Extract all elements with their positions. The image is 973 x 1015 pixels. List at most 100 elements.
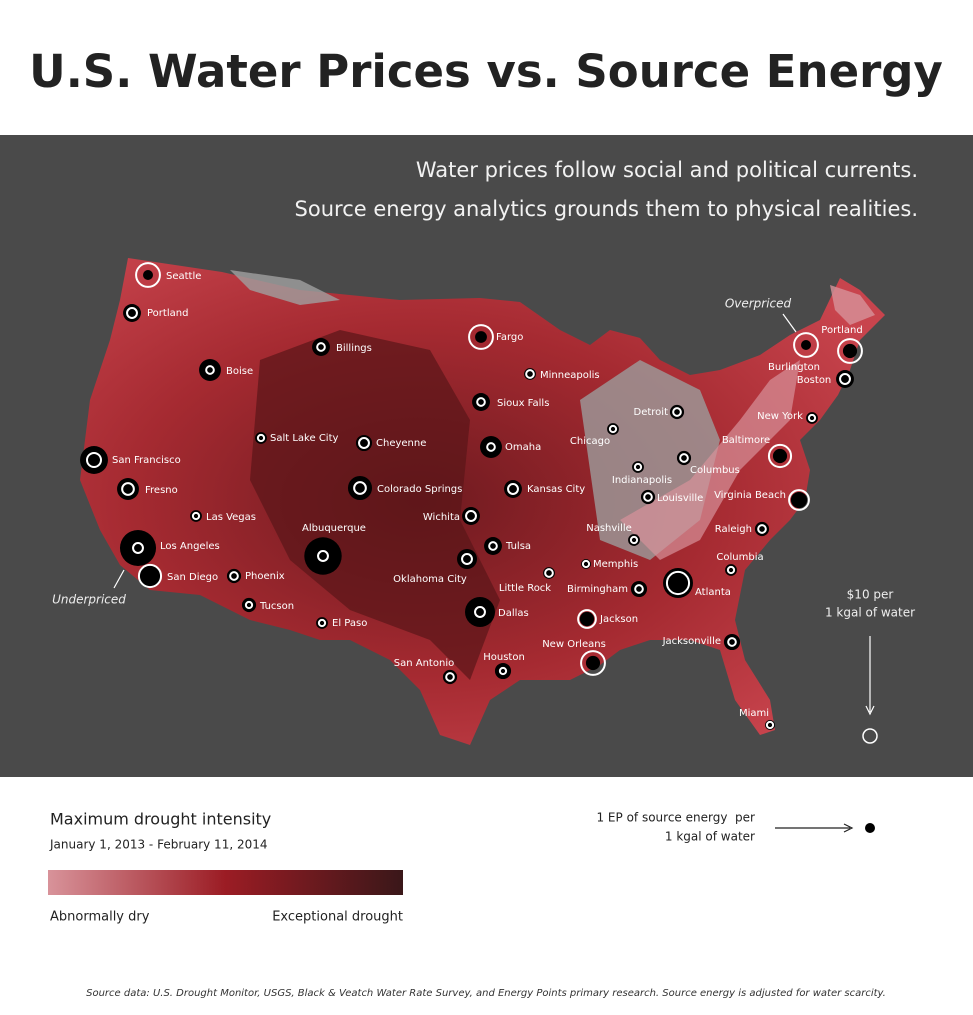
city-label: Oklahoma City [393, 574, 467, 585]
price-ring [629, 535, 639, 545]
price-ring [793, 332, 819, 358]
city-label: El Paso [332, 618, 367, 629]
price-ring [353, 481, 367, 495]
energy-dot [119, 529, 157, 567]
city-label: Omaha [505, 442, 541, 453]
city-label: Minneapolis [540, 370, 600, 381]
energy-dot [472, 393, 490, 411]
energy-dot [723, 633, 741, 651]
city-label: Virginia Beach [714, 490, 786, 501]
price-ring [488, 541, 498, 551]
price-ring [86, 452, 102, 468]
price-key-label: $10 per [847, 588, 894, 602]
energy-dot [241, 597, 257, 613]
energy-dot [347, 475, 373, 501]
price-ring [788, 489, 810, 511]
energy-dot [669, 404, 685, 420]
price-ring [191, 511, 201, 521]
energy-dot [630, 580, 648, 598]
energy-dot [504, 480, 522, 498]
price-ring [316, 342, 326, 352]
city-label: Memphis [593, 559, 638, 570]
energy-dot [143, 270, 153, 280]
city-label: Boston [797, 375, 832, 386]
city-label: Wichita [423, 512, 460, 523]
price-ring [633, 462, 643, 472]
price-ring [244, 600, 254, 610]
city-label: New Orleans [542, 639, 606, 650]
energy-dot [304, 537, 342, 575]
energy-dot [139, 565, 161, 587]
energy-key-label: 1 EP of source energy per [596, 811, 755, 825]
energy-key-label: 1 kgal of water [665, 830, 755, 844]
city-label: Billings [336, 343, 372, 354]
city-label: Boise [226, 366, 253, 377]
energy-dot [801, 340, 811, 350]
price-ring [486, 442, 496, 452]
energy-key-dot [865, 823, 875, 833]
price-ring [358, 437, 370, 449]
price-key-ring [862, 728, 878, 744]
price-ring [839, 373, 851, 385]
city-label: Jacksonville [662, 636, 721, 647]
annotation-arrow [782, 313, 797, 333]
city-label: Tucson [259, 601, 294, 612]
price-ring [461, 553, 473, 565]
price-ring [445, 672, 455, 682]
city-label: Miami [739, 708, 769, 719]
city-label: Portland [147, 308, 188, 319]
annotation: Overpriced [725, 297, 792, 311]
price-ring [507, 483, 519, 495]
legend-low: Abnormally dry [50, 910, 150, 925]
legend-gradient [48, 870, 403, 895]
energy-dot [640, 489, 656, 505]
city-label: Burlington [768, 362, 820, 373]
city-label: San Antonio [394, 658, 454, 669]
price-ring [317, 618, 327, 628]
city-markers: Seattle Portland Billings Boise Salt Lake Ci… [80, 262, 863, 730]
energy-dot [190, 510, 202, 522]
energy-dot [806, 412, 818, 424]
price-ring [121, 482, 135, 496]
price-ring [727, 637, 737, 647]
subtitle: Source energy analytics grounds them to … [295, 197, 918, 221]
legend-dates: January 1, 2013 - February 11, 2014 [49, 838, 268, 852]
price-ring [665, 570, 691, 596]
price-ring [465, 510, 477, 522]
energy-dot [480, 436, 502, 458]
energy-dot [117, 478, 139, 500]
city-label: San Diego [167, 572, 218, 583]
energy-dot [628, 534, 640, 546]
city-label: Sioux Falls [497, 398, 549, 409]
city-label: Louisville [657, 493, 703, 504]
energy-dot [836, 370, 854, 388]
city-label: Albuquerque [302, 523, 366, 534]
city-label: Tulsa [505, 541, 531, 552]
city-label: Las Vegas [206, 512, 256, 523]
energy-dot [312, 338, 330, 356]
price-ring [498, 666, 508, 676]
energy-dot [462, 507, 480, 525]
legend-title: Maximum drought intensity [50, 810, 271, 829]
energy-dot [494, 662, 512, 680]
price-ring [205, 365, 215, 375]
energy-dot [607, 423, 619, 435]
energy-dot [585, 655, 601, 671]
price-ring [580, 650, 606, 676]
energy-dot [754, 521, 770, 537]
price-ring [672, 407, 682, 417]
price-ring [608, 424, 618, 434]
city-label: Birmingham [567, 584, 628, 595]
energy-dot [842, 343, 858, 359]
subtitle: Water prices follow social and political… [416, 158, 918, 182]
price-key-label: 1 kgal of water [825, 606, 915, 620]
energy-dot [316, 617, 328, 629]
city-label: Detroit [634, 407, 669, 418]
price-ring [643, 492, 653, 502]
price-ring [229, 571, 239, 581]
legend-high: Exceptional drought [272, 910, 403, 925]
city-label: Salt Lake City [270, 433, 339, 444]
energy-dot [457, 549, 477, 569]
price-ring [137, 563, 163, 589]
